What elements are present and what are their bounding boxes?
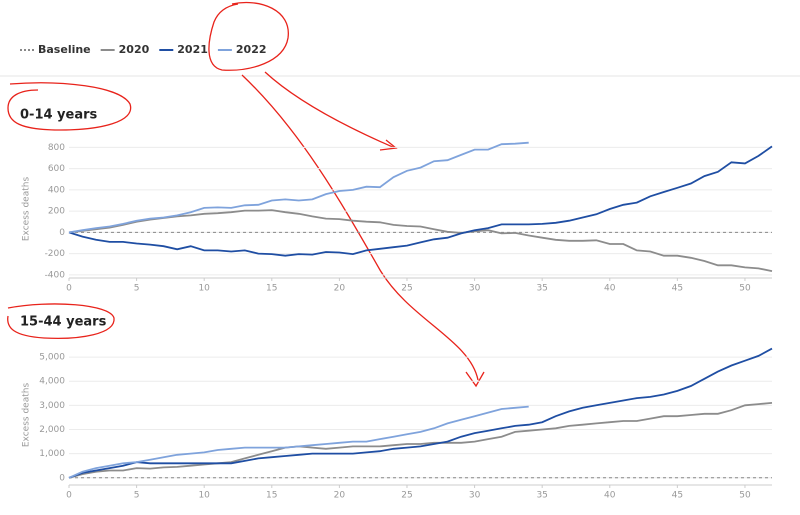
series-line (68, 145, 773, 257)
series-line (68, 402, 773, 479)
legend-label: 2021 (177, 43, 208, 56)
series-line (68, 209, 773, 272)
legend-label: 2022 (236, 43, 267, 56)
chart-title: 0-14 years (20, 108, 98, 123)
y-tick-label: 600 (48, 164, 65, 174)
y-tick-label: -200 (45, 249, 66, 259)
circle-scribble (7, 82, 132, 131)
x-tick-label: 45 (672, 491, 683, 501)
x-tick-label: 40 (604, 491, 616, 501)
legend: Baseline 2020 2021 2022 (20, 43, 267, 56)
y-tick-label: 4,000 (39, 377, 65, 387)
circle-scribble (7, 303, 115, 340)
x-tick-label: 30 (469, 284, 481, 294)
y-axis-label: Excess deaths (22, 177, 32, 242)
series-line (68, 347, 773, 479)
y-tick-label: -400 (45, 270, 66, 280)
x-tick-label: 25 (401, 284, 412, 294)
y-tick-label: 1,000 (39, 449, 65, 459)
x-tick-label: 35 (536, 284, 547, 294)
y-tick-label: 3,000 (39, 401, 65, 411)
y-tick-label: 0 (59, 228, 65, 238)
chart-title: 15-44 years (20, 315, 107, 330)
y-tick-label: 800 (48, 143, 65, 153)
x-tick-label: 5 (134, 491, 140, 501)
x-tick-label: 5 (134, 284, 140, 294)
annotations (7, 1, 485, 388)
series-line (68, 405, 529, 479)
x-tick-label: 50 (739, 491, 751, 501)
circle-scribble (208, 1, 289, 71)
arrow (241, 74, 485, 388)
series-line (68, 141, 529, 234)
x-tick-label: 20 (334, 491, 346, 501)
legend-label: 2020 (119, 43, 150, 56)
x-tick-label: 25 (401, 491, 412, 501)
x-tick-label: 10 (198, 491, 210, 501)
y-tick-label: 2,000 (39, 425, 65, 435)
x-tick-label: 15 (266, 491, 277, 501)
x-tick-label: 15 (266, 284, 277, 294)
y-tick-label: 400 (48, 185, 65, 195)
y-axis-label: Excess deaths (22, 383, 32, 448)
x-tick-label: 45 (672, 284, 683, 294)
legend-label: Baseline (38, 43, 91, 56)
x-tick-label: 0 (66, 491, 72, 501)
y-tick-label: 200 (48, 207, 65, 217)
y-tick-label: 5,000 (39, 353, 65, 363)
x-tick-label: 40 (604, 284, 616, 294)
y-tick-label: 0 (59, 473, 65, 483)
x-tick-label: 10 (198, 284, 210, 294)
x-tick-label: 50 (739, 284, 751, 294)
x-tick-label: 0 (66, 284, 72, 294)
x-tick-label: 30 (469, 491, 481, 501)
x-tick-label: 20 (334, 284, 346, 294)
arrow (264, 71, 398, 151)
x-tick-label: 35 (536, 491, 547, 501)
